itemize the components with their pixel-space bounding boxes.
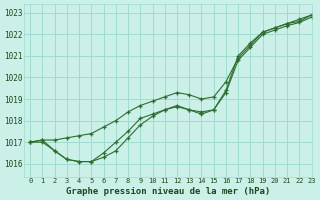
X-axis label: Graphe pression niveau de la mer (hPa): Graphe pression niveau de la mer (hPa) [66,187,270,196]
